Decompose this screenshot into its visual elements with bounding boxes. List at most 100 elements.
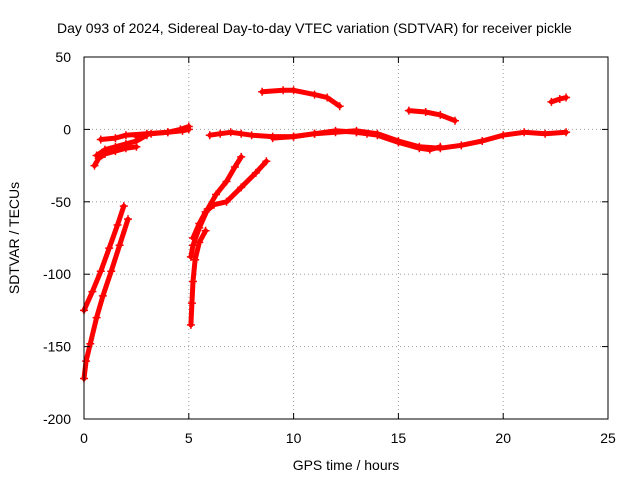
data-point (147, 129, 156, 138)
data-point (394, 138, 403, 147)
series-line (81, 203, 127, 313)
data-point (216, 129, 225, 138)
series-arc6 (132, 122, 193, 141)
data-point (335, 102, 344, 111)
data-point (562, 128, 571, 137)
data-point (237, 152, 246, 161)
data-point (421, 108, 430, 117)
data-point (478, 136, 487, 145)
series-arc2 (80, 215, 133, 383)
series-arc14 (404, 106, 459, 125)
data-point (115, 241, 124, 250)
data-point (163, 128, 172, 137)
data-point (541, 129, 550, 138)
data-point (209, 200, 218, 209)
y-axis-label: SDTVAR / TECUs (6, 182, 22, 294)
data-point (323, 93, 332, 102)
data-point (226, 128, 235, 137)
data-point (310, 90, 319, 99)
data-point (111, 134, 120, 143)
axis-ticks: 0 5 10 15 20 25 -200 -150 -100 -50 0 50 (43, 49, 616, 446)
series-arc1 (80, 202, 128, 315)
data-point (258, 87, 267, 96)
series-arc7 (186, 226, 210, 329)
data-point (88, 287, 97, 296)
data-point (251, 168, 260, 177)
data-point (188, 234, 197, 242)
y-tick-label: -50 (51, 194, 71, 210)
series-arc3 (90, 142, 141, 170)
x-tick-label: 20 (495, 430, 511, 446)
data-point (237, 129, 246, 138)
data-point (107, 267, 116, 276)
series-arc9 (188, 157, 271, 242)
x-tick-label: 0 (80, 430, 88, 446)
data-point (111, 142, 120, 151)
data-point (90, 161, 99, 170)
data-point (82, 357, 91, 366)
data-point (450, 116, 459, 125)
data-point (119, 202, 128, 211)
data-point (262, 157, 271, 166)
data-point (268, 134, 277, 143)
data-point (113, 220, 122, 229)
data-point (499, 131, 508, 140)
data-point (124, 215, 133, 224)
data-point (98, 291, 107, 300)
data-point (547, 97, 556, 106)
series-line (190, 158, 269, 241)
data-point (230, 163, 239, 172)
x-tick-label: 5 (185, 430, 193, 446)
series-line (94, 132, 150, 158)
data-point (86, 339, 95, 348)
data-point (222, 197, 231, 206)
y-tick-label: 0 (63, 121, 71, 137)
data-point (212, 190, 221, 199)
data-point (92, 313, 101, 322)
data-point (201, 207, 210, 216)
data-point (279, 86, 288, 95)
data-point (188, 277, 197, 286)
data-point (373, 131, 382, 140)
data-point (436, 142, 445, 151)
data-point (457, 141, 466, 150)
plot-frame (83, 56, 609, 420)
data-point (352, 128, 361, 137)
data-point (186, 252, 195, 261)
data-point (222, 177, 231, 186)
data-point (105, 244, 114, 253)
x-tick-label: 25 (600, 430, 616, 446)
y-tick-label: -200 (43, 411, 71, 427)
chart-title: Day 093 of 2024, Sidereal Day-to-day VTE… (57, 20, 572, 36)
data-point (520, 128, 529, 137)
data-point (186, 320, 195, 329)
data-point (415, 144, 424, 153)
data-point (96, 267, 105, 276)
data-point (562, 93, 571, 102)
data-point (289, 132, 298, 141)
data-point (96, 135, 105, 144)
series-line (406, 108, 458, 124)
data-point (201, 226, 210, 235)
series-arc8 (186, 152, 246, 261)
grid (84, 57, 608, 419)
x-tick-label: 15 (391, 430, 407, 446)
series-arc12 (352, 128, 445, 154)
data-point (184, 122, 193, 131)
data-point (425, 145, 434, 154)
x-tick-label: 10 (286, 430, 302, 446)
data-point (176, 125, 185, 134)
data-point (404, 106, 413, 115)
data-point (187, 299, 196, 308)
series-line (188, 154, 244, 260)
y-tick-label: -150 (43, 339, 71, 355)
data-series (80, 86, 571, 383)
data-point (132, 132, 141, 141)
data-point (92, 151, 101, 160)
x-axis-label: GPS time / hours (293, 457, 400, 473)
data-point (195, 219, 204, 228)
data-point (205, 131, 214, 140)
data-point (188, 241, 197, 250)
data-point (121, 139, 130, 148)
